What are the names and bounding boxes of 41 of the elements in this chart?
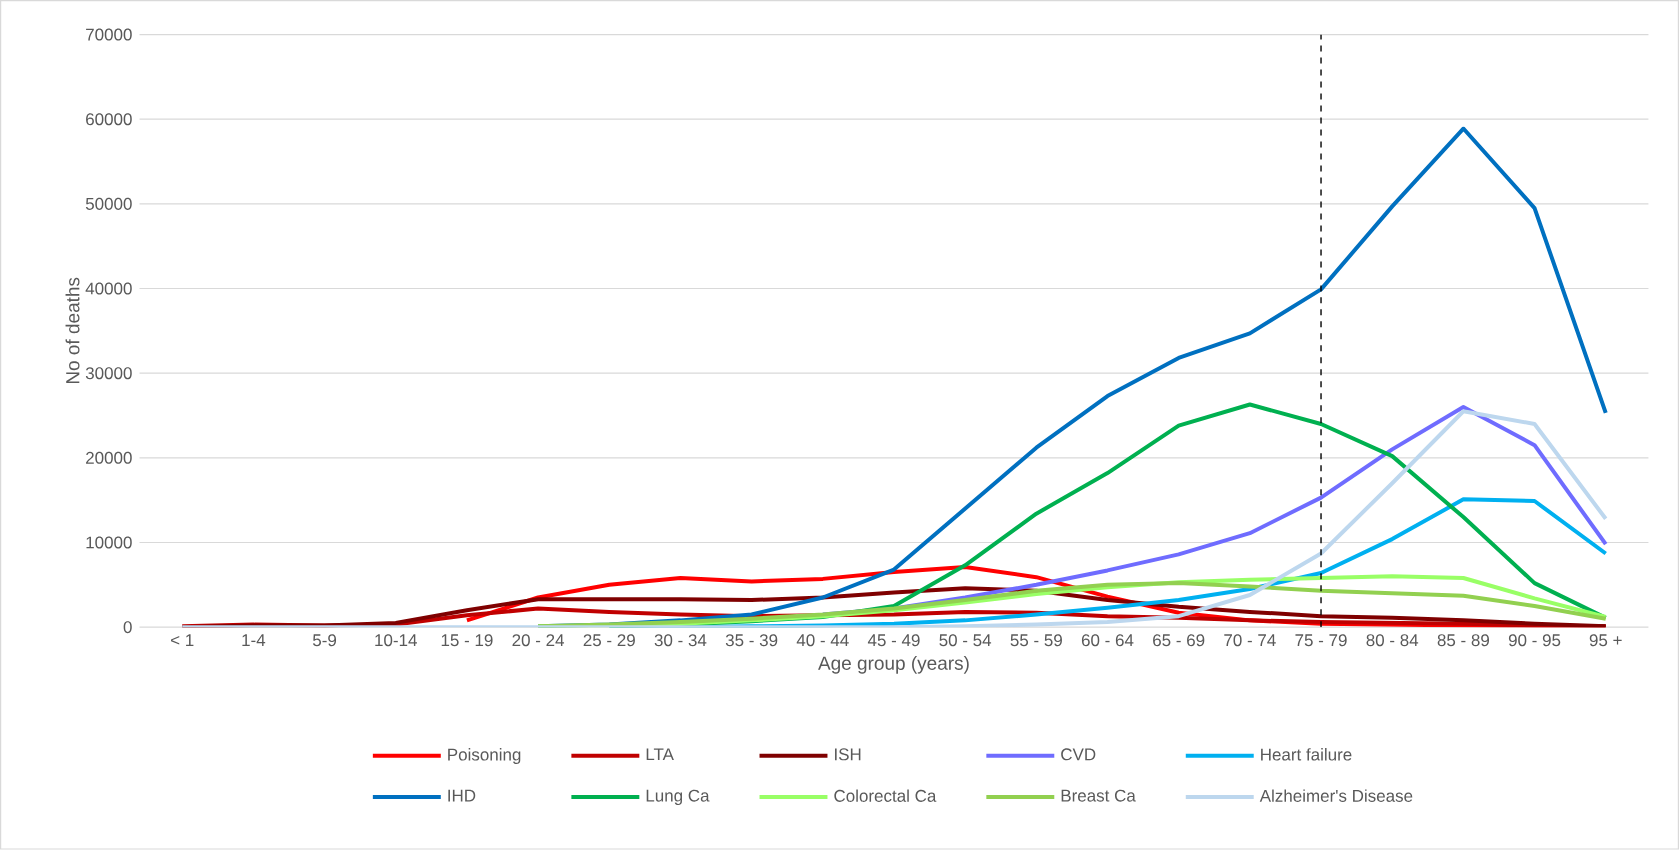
y-tick-label: 50000 (85, 198, 132, 211)
x-tick-label: 60 - 64 (1081, 634, 1134, 647)
y-tick-label: 20000 (86, 452, 132, 465)
x-tick-label: 75 - 79 (1295, 634, 1347, 647)
x-tick-label: 70 - 74 (1224, 634, 1276, 647)
legend-label: ISH (835, 748, 861, 761)
x-tick-label: 55 - 59 (1010, 634, 1062, 647)
y-tick-label: 40000 (85, 282, 132, 295)
legend-label: Heart failure (1261, 748, 1352, 761)
x-axis-title: Age group (years) (818, 656, 969, 674)
x-tick-label: < 1 (171, 634, 194, 647)
x-tick-label: 15 - 19 (441, 634, 493, 647)
legend-label: LTA (646, 748, 674, 761)
legend-label: CVD (1061, 748, 1096, 761)
x-tick-label: 5-9 (312, 634, 337, 647)
legend-label: Lung Ca (646, 789, 710, 806)
legend-label: Colorectal Ca (834, 789, 937, 803)
x-tick-label: 25 - 29 (583, 634, 635, 647)
x-tick-label: 35 - 39 (725, 634, 778, 647)
x-tick-label: 40 - 44 (796, 634, 849, 647)
x-tick-label: 65 - 69 (1153, 634, 1205, 647)
x-tick-label: 30 - 34 (654, 634, 707, 647)
x-tick-label: 1-4 (242, 634, 266, 647)
y-tick-label: 30000 (85, 367, 132, 380)
y-tick-label: 70000 (86, 28, 132, 41)
x-tick-label: 95 + (1589, 634, 1622, 647)
x-tick-label: 10-14 (375, 634, 417, 647)
legend-label: Breast Ca (1061, 789, 1136, 802)
x-tick-label: 80 - 84 (1366, 634, 1419, 647)
legend-label: IHD (448, 789, 476, 802)
y-tick-label: 0 (123, 621, 132, 634)
x-tick-label: 90 - 95 (1508, 634, 1561, 647)
y-axis-title: No of deaths (65, 277, 80, 384)
legend-label: Poisoning (448, 748, 521, 765)
x-tick-label: 20 - 24 (512, 634, 565, 647)
x-tick-label: 85 - 89 (1437, 634, 1490, 647)
legend-label: Alzheimer's Disease (1259, 789, 1413, 803)
x-tick-label: 50 - 54 (939, 634, 992, 647)
x-tick-label: 45 - 49 (867, 634, 920, 647)
y-tick-label: 60000 (86, 113, 132, 126)
y-tick-label: 10000 (86, 536, 132, 549)
